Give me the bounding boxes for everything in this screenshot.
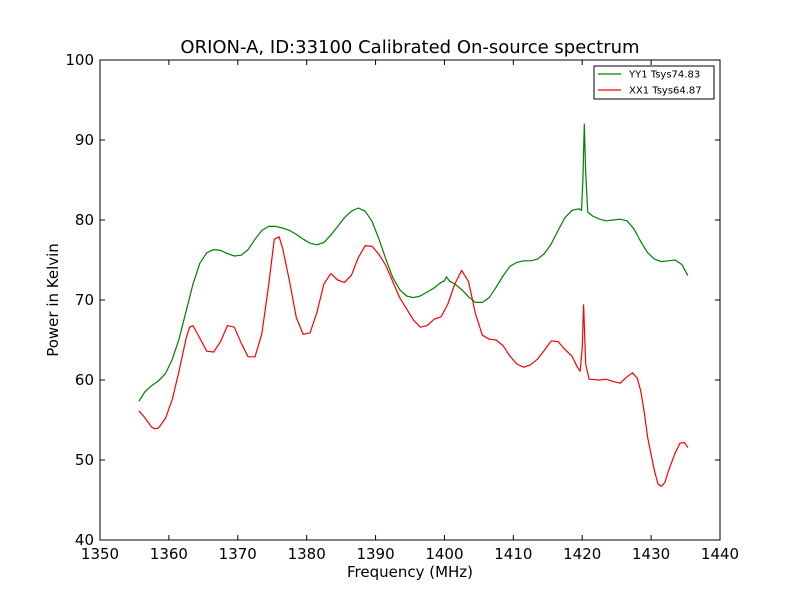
series-line-0 [138, 123, 689, 402]
y-tick-label: 50 [75, 451, 94, 469]
x-tick-label: 1360 [150, 545, 188, 563]
y-tick-label: 40 [75, 531, 94, 549]
plot-frame [99, 59, 721, 541]
x-axis-label: Frequency (MHz) [347, 563, 473, 581]
ticks-layer: 1350 1360 1370 1380 1390 1400 1410 1420 1430 1440… [65, 51, 739, 563]
y-axis-label: Power in Kelvin [44, 243, 62, 357]
x-tick-label: 1380 [288, 545, 326, 563]
y-tick-label: 90 [75, 131, 94, 149]
x-tick-label: 1410 [494, 545, 532, 563]
series-layer [138, 123, 689, 487]
series-line-1 [138, 236, 689, 487]
legend-label-yy1: YY1 Tsys74.83 [628, 70, 700, 81]
plot-area: 1350 1360 1370 1380 1390 1400 1410 1420 1430 1440… [65, 51, 739, 563]
chart-title: ORION-A, ID:33100 Calibrated On-source s… [180, 37, 639, 58]
legend-box [593, 65, 715, 100]
x-tick-label: 1390 [356, 545, 394, 563]
y-tick-label: 70 [75, 291, 94, 309]
legend-label-xx1: XX1 Tsys64.87 [629, 86, 702, 97]
x-tick-label: 1370 [219, 545, 257, 563]
y-tick-label: 80 [75, 211, 94, 229]
x-tick-label: 1400 [425, 545, 463, 563]
plot-background [100, 60, 720, 540]
y-tick-label: 60 [75, 371, 94, 389]
x-tick-label: 1420 [563, 545, 601, 563]
legend: YY1 Tsys74.83 XX1 Tsys64.87 [593, 65, 715, 100]
x-tick-label: 1430 [632, 545, 670, 563]
y-tick-label: 100 [65, 51, 94, 69]
x-tick-label: 1350 [81, 545, 119, 563]
x-tick-label: 1440 [701, 545, 739, 563]
